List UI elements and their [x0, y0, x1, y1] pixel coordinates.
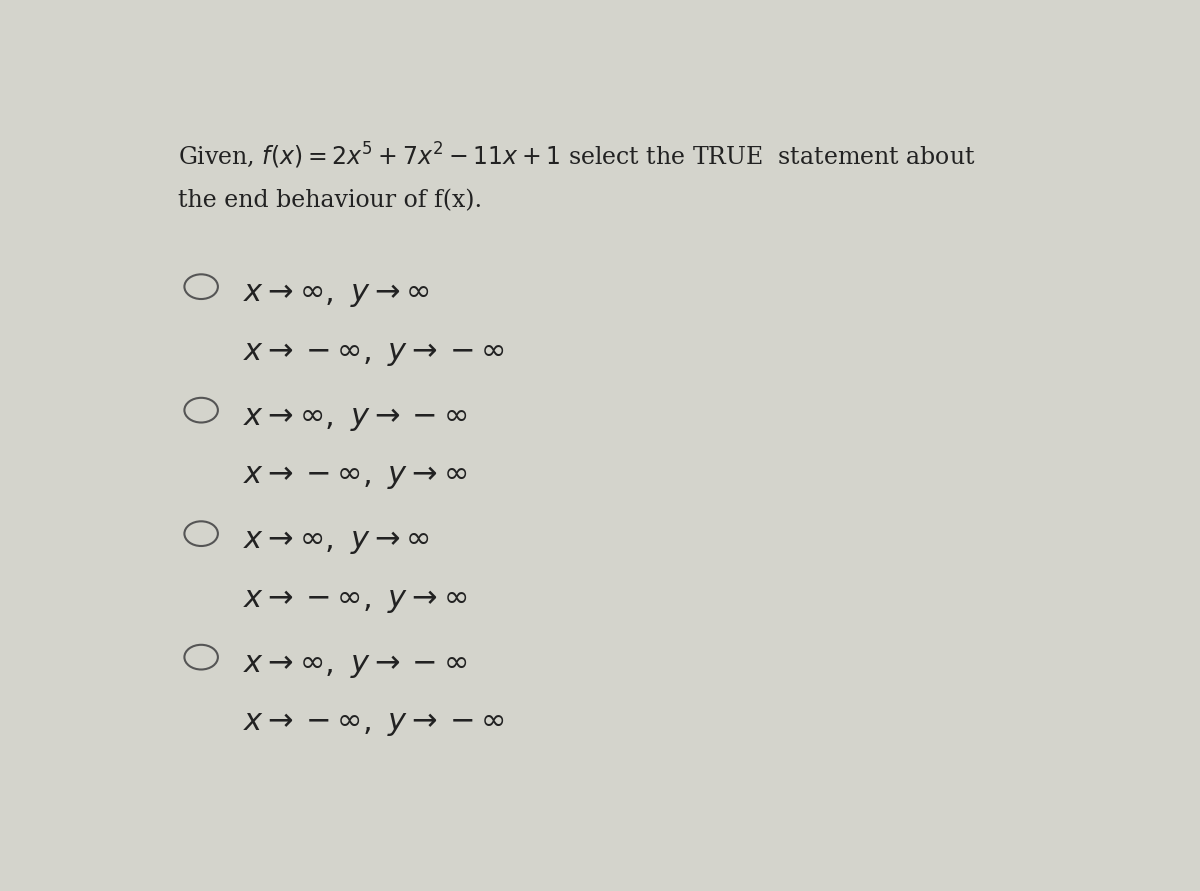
Text: $x \rightarrow -\infty,\ y \rightarrow \infty$: $x \rightarrow -\infty,\ y \rightarrow \… [242, 584, 467, 615]
Text: $x \rightarrow \infty,\ y \rightarrow -\infty$: $x \rightarrow \infty,\ y \rightarrow -\… [242, 402, 467, 433]
Text: $x \rightarrow \infty,\ y \rightarrow \infty$: $x \rightarrow \infty,\ y \rightarrow \i… [242, 526, 430, 556]
Text: $x \rightarrow \infty,\ y \rightarrow \infty$: $x \rightarrow \infty,\ y \rightarrow \i… [242, 278, 430, 309]
Text: the end behaviour of f(x).: the end behaviour of f(x). [178, 189, 482, 212]
Text: $x \rightarrow -\infty,\ y \rightarrow -\infty$: $x \rightarrow -\infty,\ y \rightarrow -… [242, 337, 505, 368]
Text: $x \rightarrow -\infty,\ y \rightarrow \infty$: $x \rightarrow -\infty,\ y \rightarrow \… [242, 461, 467, 491]
Text: $x \rightarrow -\infty,\ y \rightarrow -\infty$: $x \rightarrow -\infty,\ y \rightarrow -… [242, 707, 505, 739]
Text: Given, $f\left(x\right) = 2x^5 + 7x^2 - 11x + 1$ select the TRUE  statement abou: Given, $f\left(x\right) = 2x^5 + 7x^2 - … [178, 141, 976, 171]
Text: $x \rightarrow \infty,\ y \rightarrow -\infty$: $x \rightarrow \infty,\ y \rightarrow -\… [242, 649, 467, 680]
